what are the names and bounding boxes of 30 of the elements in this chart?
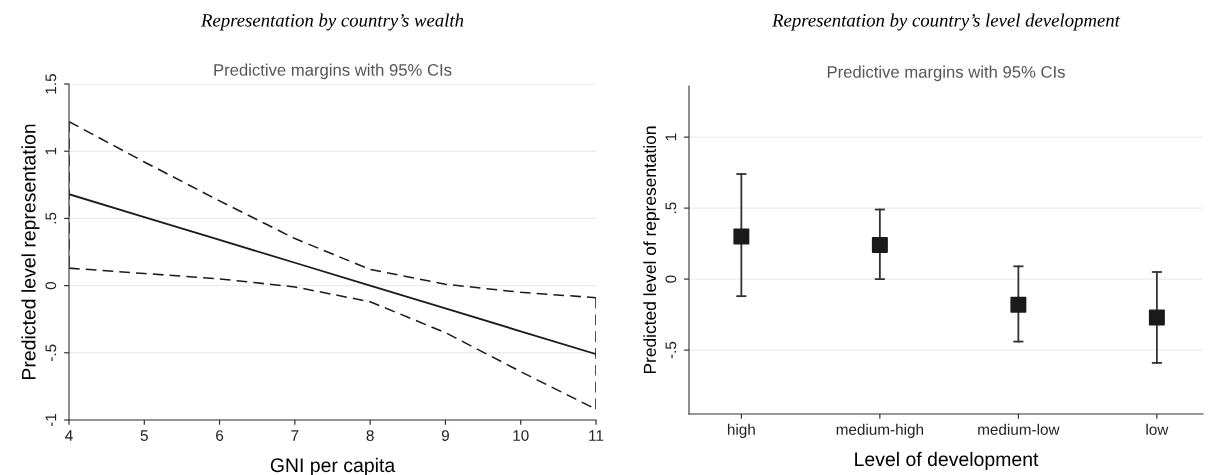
chart-subtitle: Predictive margins with 95% CIs [214, 63, 452, 80]
x-tick-label: high [727, 423, 755, 438]
x-tick-label: 10 [513, 430, 529, 441]
x-tick-label: 11 [589, 430, 604, 441]
x-tick-label: 9 [441, 430, 449, 441]
chart-title: Representation by country’s wealth [200, 13, 464, 31]
x-tick-label: medium-high [836, 423, 924, 438]
y-tick-label: -1 [45, 413, 57, 427]
x-tick-label: 8 [366, 430, 374, 441]
x-tick-label: 6 [216, 430, 224, 441]
y-tick-label: 0 [45, 281, 57, 290]
x-axis-title: GNI per capita [270, 457, 396, 475]
chart-title: Representation by country’s level development [772, 13, 1121, 31]
x-tick-label: low [1146, 423, 1169, 435]
x-tick-label: medium-low [978, 423, 1060, 435]
x-tick-label: 7 [291, 430, 299, 441]
y-tick-label: 0 [665, 275, 677, 283]
x-axis-title: Level of development [855, 451, 1039, 470]
y-tick-label: -.5 [45, 344, 57, 362]
y-tick-label: .5 [45, 212, 57, 224]
y-tick-label: 1.5 [45, 74, 57, 94]
y-tick-label: 1 [45, 147, 57, 155]
y-tick-label: 1 [665, 133, 677, 141]
y-axis-title: Predicted level representation [21, 124, 40, 380]
x-tick-label: 4 [65, 430, 73, 441]
x-tick-label: 5 [140, 430, 148, 441]
y-tick-label: -.5 [665, 341, 677, 359]
y-axis-title: Predicted level of representation [643, 126, 660, 374]
chart-subtitle: Predictive margins with 95% CIs [827, 65, 1065, 82]
y-tick-label: .5 [665, 202, 677, 214]
